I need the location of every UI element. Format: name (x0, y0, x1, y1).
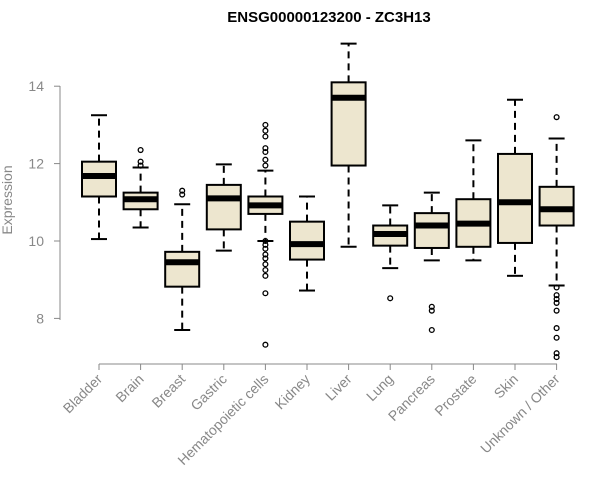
outlier-point (262, 127, 269, 134)
chart-title: ENSG00000123200 - ZC3H13 (227, 9, 430, 26)
box-8 (413, 191, 450, 334)
box-1 (122, 147, 159, 229)
y-tick-label: 10 (28, 233, 44, 249)
outlier-point (262, 251, 269, 258)
box-7 (372, 204, 409, 302)
box-iqr (164, 250, 201, 288)
outlier-point (262, 241, 269, 248)
box-iqr (81, 160, 117, 198)
outlier-point (553, 284, 560, 291)
box-series (81, 42, 575, 361)
y-tick-label: 14 (28, 78, 44, 94)
box-10 (497, 98, 533, 277)
box-3 (205, 163, 242, 252)
x-tick-label: Bladder (60, 371, 106, 417)
outlier-point (262, 266, 269, 274)
outlier-point (262, 133, 269, 140)
outlier-point (262, 156, 269, 163)
box-11 (538, 114, 575, 361)
x-tick-label: Lung (363, 371, 396, 404)
y-tick-label: 12 (28, 156, 44, 172)
outlier-point (387, 295, 394, 302)
x-tick-label: Kidney (272, 371, 314, 413)
box-9 (455, 139, 492, 262)
outlier-point (262, 162, 269, 169)
x-tick-label: Skin (491, 371, 522, 402)
outlier-point (262, 255, 269, 262)
box-iqr (289, 220, 325, 261)
outlier-point (262, 290, 269, 297)
x-tick-label: Breast (148, 371, 188, 411)
y-tick-label: 8 (36, 310, 44, 326)
outlier-point (262, 341, 269, 348)
box-4 (247, 121, 284, 348)
outlier-point (553, 350, 560, 357)
outlier-point (137, 162, 144, 169)
x-tick-label: Unknown / Other (477, 371, 563, 457)
outlier-point (553, 292, 560, 299)
outlier-point (262, 272, 269, 279)
x-tick-label: Prostate (431, 371, 479, 419)
outlier-point (553, 299, 560, 306)
box-iqr (538, 185, 575, 227)
x-tick-label: Brain (112, 371, 146, 405)
outlier-point (553, 307, 560, 314)
outlier-point (428, 307, 435, 314)
outlier-point (553, 354, 560, 361)
outlier-point (262, 245, 269, 252)
box-5 (289, 195, 325, 292)
box-iqr (497, 152, 533, 244)
outlier-point (137, 147, 144, 154)
outlier-point (262, 145, 269, 152)
outlier-point (262, 121, 269, 128)
outlier-point (553, 334, 560, 341)
x-tick-label: Liver (322, 371, 355, 404)
y-axis-ticks: 8 10 12 14 (28, 78, 60, 326)
outlier-point (262, 148, 269, 156)
box-iqr (205, 183, 242, 231)
outlier-point (262, 237, 269, 245)
outlier-point (428, 326, 435, 334)
outlier-point (553, 295, 560, 303)
outlier-point (179, 187, 186, 194)
box-6 (330, 42, 367, 248)
outlier-point (137, 158, 144, 165)
outlier-point (179, 191, 186, 198)
box-iqr (413, 212, 450, 249)
box-0 (81, 114, 117, 241)
y-axis-label: Expression (0, 165, 15, 234)
outlier-point (553, 114, 560, 121)
outlier-point (262, 261, 269, 268)
outlier-point (553, 325, 560, 332)
box-2 (164, 187, 201, 332)
outlier-point (428, 303, 435, 310)
